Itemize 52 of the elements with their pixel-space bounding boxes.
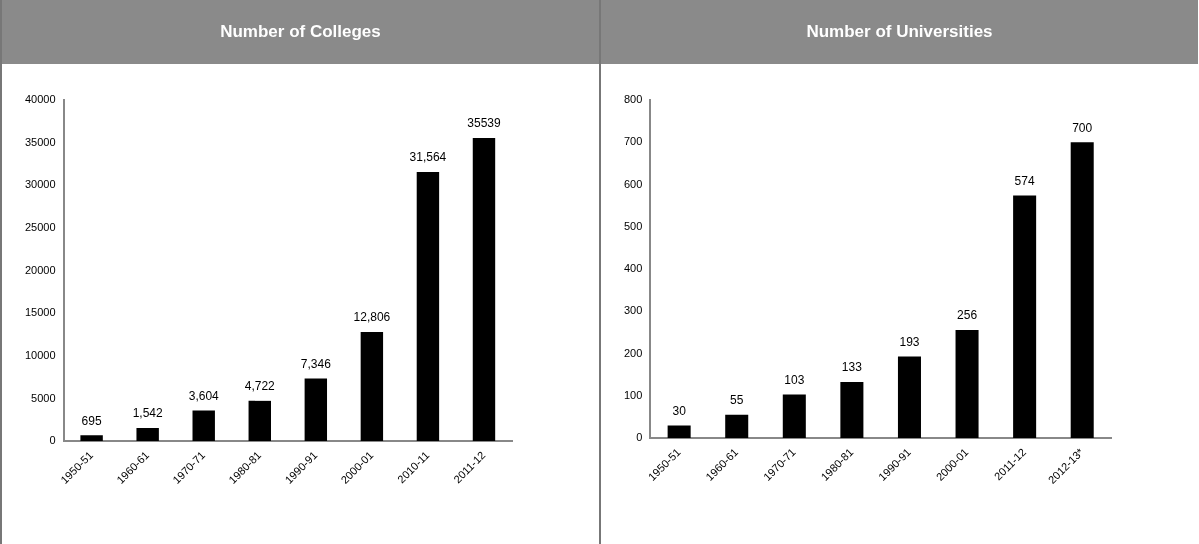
data-label: 3,604 xyxy=(188,388,220,403)
data-label: 103 xyxy=(784,372,805,387)
y-tick-label: 20000 xyxy=(24,263,56,276)
data-label: 30 xyxy=(672,403,687,418)
data-label: 700 xyxy=(1072,120,1093,135)
y-tick-label: 300 xyxy=(623,304,643,317)
data-label: 4,722 xyxy=(244,379,276,394)
data-label: 7,346 xyxy=(300,356,332,371)
bar xyxy=(416,171,440,442)
y-tick-label: 800 xyxy=(623,93,643,106)
bar xyxy=(304,378,328,442)
bar xyxy=(667,425,691,439)
bar xyxy=(192,410,215,442)
bar xyxy=(472,138,496,442)
data-label: 193 xyxy=(899,334,920,349)
bar xyxy=(955,329,979,439)
data-label: 12,806 xyxy=(353,310,391,325)
bar xyxy=(840,381,864,439)
bar xyxy=(725,414,749,439)
chart-title: Number of Colleges xyxy=(2,0,599,64)
y-tick-label: 400 xyxy=(623,262,643,275)
data-label: 574 xyxy=(1014,173,1035,188)
y-tick-label: 100 xyxy=(623,388,643,401)
y-tick-label: 35000 xyxy=(24,135,56,148)
bar xyxy=(360,331,384,442)
data-label: 35539 xyxy=(467,116,501,131)
data-label: 256 xyxy=(957,308,978,323)
bar xyxy=(136,427,159,442)
data-label: 133 xyxy=(841,360,863,375)
y-tick-label: 200 xyxy=(623,346,643,359)
y-tick-label: 0 xyxy=(636,431,643,444)
data-label: 695 xyxy=(81,413,102,428)
y-tick-label: 0 xyxy=(49,434,56,447)
bar xyxy=(1070,142,1094,439)
y-tick-label: 10000 xyxy=(24,348,56,361)
data-label: 1,542 xyxy=(132,406,164,421)
chart-title: Number of Universities xyxy=(601,0,1198,64)
y-tick-label: 5000 xyxy=(31,391,56,404)
bar xyxy=(897,356,921,439)
y-tick-label: 500 xyxy=(623,219,643,232)
data-label: 31,564 xyxy=(409,150,447,165)
data-label: 55 xyxy=(730,393,744,408)
y-tick-label: 700 xyxy=(623,135,643,148)
y-tick-label: 25000 xyxy=(24,220,56,233)
bar xyxy=(1013,195,1037,439)
y-tick-label: 15000 xyxy=(24,306,56,319)
bar xyxy=(782,394,806,439)
bar xyxy=(248,400,271,442)
bar xyxy=(80,435,103,442)
y-tick-label: 600 xyxy=(623,177,643,190)
y-tick-label: 30000 xyxy=(24,178,56,191)
y-tick-label: 40000 xyxy=(24,93,56,106)
